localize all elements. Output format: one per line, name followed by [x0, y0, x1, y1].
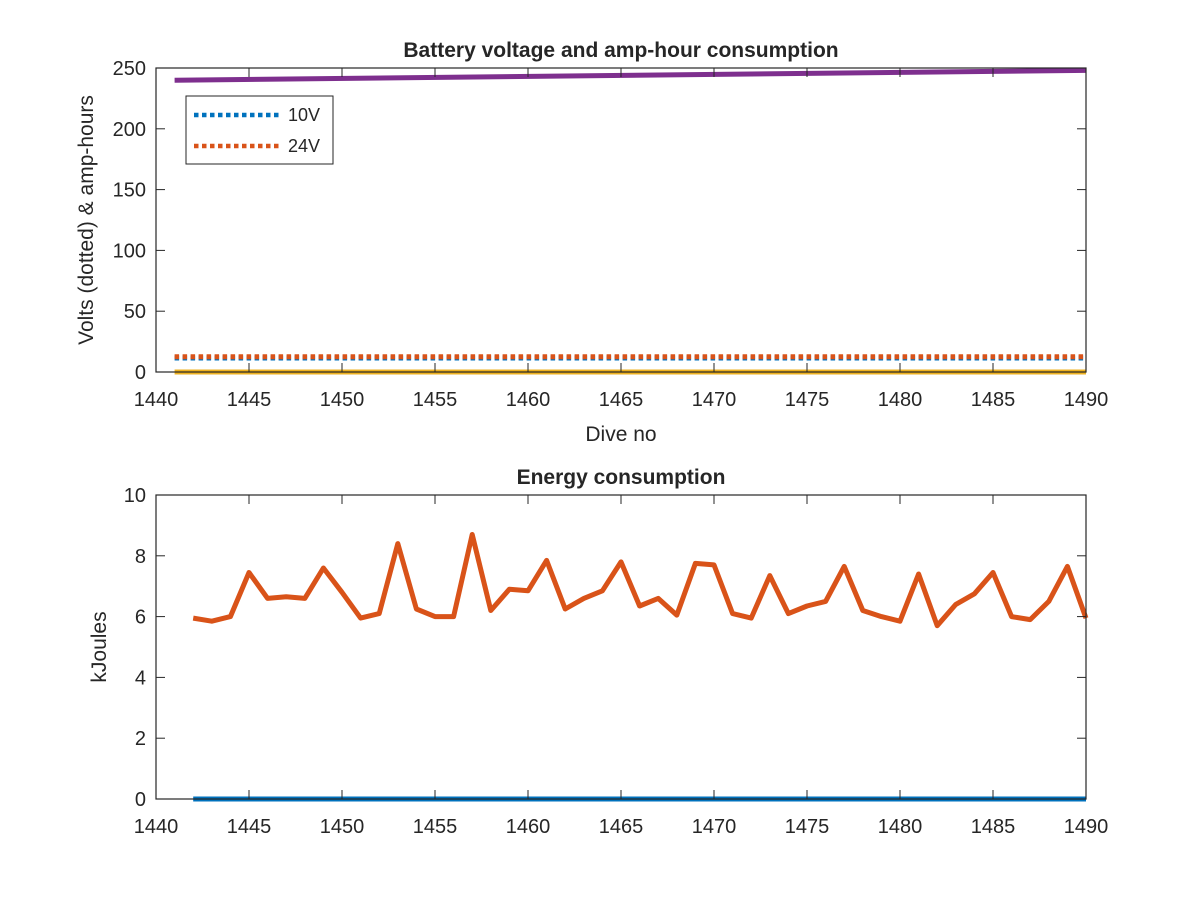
energy-x-tick-label: 1490	[1064, 816, 1109, 838]
energy-y-axis-label: kJoules	[88, 611, 111, 682]
energy-y-tick-label: 10	[124, 485, 146, 507]
voltage-x-tick-label: 1490	[1064, 389, 1109, 411]
voltage-chart-title: Battery voltage and amp-hour consumption	[403, 39, 838, 62]
energy-y-tick-label: 8	[135, 546, 146, 568]
energy-x-tick-label: 1480	[878, 816, 923, 838]
voltage-x-axis-label: Dive no	[585, 423, 656, 446]
energy-x-tick-label: 1465	[599, 816, 644, 838]
energy-x-tick-label: 1445	[227, 816, 272, 838]
voltage-x-tick-label: 1450	[320, 389, 365, 411]
voltage-ticks: 1440 1445 1450 1455 1460 1465 1470 1475 1480 1485…	[113, 58, 1109, 411]
energy-chart-title: Energy consumption	[517, 466, 726, 489]
voltage-x-tick-label: 1460	[506, 389, 551, 411]
energy-x-tick-label: 1450	[320, 816, 365, 838]
energy-plot-area	[156, 495, 1086, 799]
energy-x-tick-label: 1455	[413, 816, 458, 838]
energy-y-tick-label: 2	[135, 728, 146, 750]
voltage-x-tick-label: 1455	[413, 389, 458, 411]
legend-label-10v: 10V	[288, 105, 320, 125]
energy-x-tick-label: 1440	[134, 816, 179, 838]
energy-y-tick-label: 6	[135, 607, 146, 629]
voltage-x-tick-label: 1445	[227, 389, 272, 411]
energy-series-1-line	[192, 532, 1089, 629]
voltage-legend: 10V 24V	[185, 95, 334, 165]
legend-box	[185, 95, 334, 165]
voltage-y-tick-label: 200	[113, 119, 146, 141]
voltage-x-tick-label: 1485	[971, 389, 1016, 411]
voltage-y-axis-label: Volts (dotted) & amp-hours	[75, 95, 98, 345]
energy-axes: 1440 1445 1450 1455 1460 1465 1470 1475 1480 1485…	[88, 466, 1108, 838]
energy-x-tick-label: 1485	[971, 816, 1016, 838]
voltage-x-tick-label: 1470	[692, 389, 737, 411]
voltage-series-3-line	[174, 67, 1087, 83]
voltage-x-tick-label: 1465	[599, 389, 644, 411]
voltage-y-tick-label: 100	[113, 240, 146, 262]
energy-x-tick-label: 1470	[692, 816, 737, 838]
voltage-axes: 1440 1445 1450 1455 1460 1465 1470 1475 1480 1485…	[75, 39, 1108, 446]
legend-label-24v: 24V	[288, 136, 320, 156]
voltage-x-tick-label: 1475	[785, 389, 830, 411]
voltage-y-tick-label: 0	[135, 362, 146, 384]
voltage-x-tick-label: 1480	[878, 389, 923, 411]
energy-x-tick-label: 1475	[785, 816, 830, 838]
voltage-y-tick-label: 50	[124, 301, 146, 323]
voltage-y-tick-label: 250	[113, 58, 146, 80]
voltage-y-tick-label: 150	[113, 180, 146, 202]
energy-y-tick-label: 0	[135, 789, 146, 811]
energy-x-tick-label: 1460	[506, 816, 551, 838]
energy-y-tick-label: 4	[135, 667, 146, 689]
energy-ticks: 1440 1445 1450 1455 1460 1465 1470 1475 1480 1485…	[124, 485, 1109, 838]
voltage-x-tick-label: 1440	[134, 389, 179, 411]
